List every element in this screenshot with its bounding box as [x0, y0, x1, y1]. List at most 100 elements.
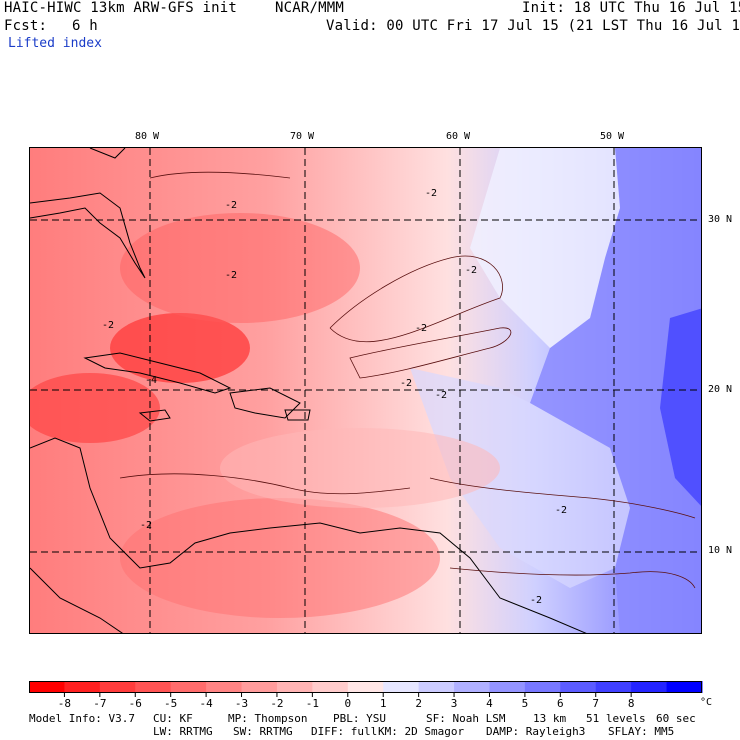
colorbar-tick-label: 7 [592, 697, 599, 710]
footer-resolution: 13 km [533, 712, 567, 725]
coastlines [30, 148, 587, 633]
contour-d [149, 171, 291, 179]
footer-levels: 51 levels [586, 712, 646, 725]
colorbar-tick-label: 6 [557, 697, 564, 710]
colorbar-tick-label: -4 [199, 697, 213, 710]
colorbar-tick-label: 8 [628, 697, 635, 710]
colorbar-swatches [29, 681, 703, 693]
coast-south-america [30, 437, 587, 633]
field-name: Lifted index [8, 36, 102, 51]
colorbar-swatch [135, 681, 172, 693]
colorbar-tick-label: -2 [270, 697, 283, 710]
unstable-core-caribbean-west [30, 373, 160, 443]
contour-label: -2 [415, 323, 427, 334]
colorbar-swatch [631, 681, 668, 693]
colorbar-swatch [666, 681, 703, 693]
lon-label-80w: 80 W [135, 131, 160, 142]
contour-f [449, 567, 696, 589]
contour-lines [119, 171, 696, 589]
colorbar-swatch [595, 681, 632, 693]
colorbar-swatch [418, 681, 455, 693]
contour-label-group: -2 -2 -2 -2 -4 -2 -2 -2 -2 -2 -2 -2 [102, 188, 567, 606]
colorbar-tick-label: 1 [380, 697, 387, 710]
colorbar-swatch [206, 681, 243, 693]
unstable-region-south-america [120, 498, 440, 618]
lon-label-70w: 70 W [290, 131, 315, 142]
unstable-core-bahamas [110, 313, 250, 383]
contour-label: -2 [102, 320, 114, 331]
lifted-index-map: -2 -2 -2 -2 -4 -2 -2 -2 -2 -2 -2 -2 [29, 147, 702, 634]
colorbar-swatch [276, 681, 313, 693]
footer-km: KM: 2D Smagor [378, 725, 465, 738]
colorbar-graphic: -8 -7 -6 -5 -4 -3 -2 -1 0 1 2 3 4 5 6 7 8 °C [29, 681, 712, 710]
contour-label: -4 [145, 375, 157, 386]
colorbar-swatch [312, 681, 349, 693]
footer-lw: LW: RRTMG [153, 725, 213, 738]
contour-label: -2 [530, 595, 542, 606]
forecast-label: Fcst: [4, 18, 48, 34]
footer-sflay: SFLAY: MM5 [608, 725, 675, 738]
coast-florida [30, 192, 146, 279]
contour-label: -2 [140, 520, 152, 531]
colorbar-swatch [454, 681, 490, 693]
contour-b [349, 327, 512, 379]
footer-mp: MP: Thompson [228, 712, 308, 725]
colorbar-swatch [29, 681, 65, 693]
coast-puerto-rico [284, 409, 311, 421]
institution-label: NCAR/MMM [275, 0, 345, 16]
colorbar-tick-label: 4 [486, 697, 493, 710]
neutral-band-northeast [470, 148, 620, 348]
footer-sf: SF: Noah LSM [426, 712, 506, 725]
neutral-band-central [410, 368, 630, 588]
colorbar-swatch [383, 681, 420, 693]
footer-pbl: PBL: YSU [333, 712, 386, 725]
colorbar-tick-label: 2 [415, 697, 422, 710]
colorbar-swatch [99, 681, 136, 693]
lat-label-10n: 10 N [708, 545, 733, 556]
footer-model-info: Model Info: V3.7 [29, 712, 135, 725]
contour-label: -2 [425, 188, 437, 199]
footer-diff: DIFF: full [311, 725, 378, 738]
colorbar-tick-label: -8 [58, 697, 71, 710]
lon-label-60w: 60 W [446, 131, 471, 142]
coast-carolinas [89, 148, 126, 159]
colorbar-swatch [241, 681, 278, 693]
map-canvas: -2 -2 -2 -2 -4 -2 -2 -2 -2 -2 -2 -2 [30, 148, 701, 633]
coast-central-america [30, 567, 123, 633]
colorbar-tick-label: -3 [235, 697, 248, 710]
coast-hispaniola [229, 387, 301, 419]
footer-cu: CU: KF [153, 712, 193, 725]
colorbar-tick-label: 3 [451, 697, 458, 710]
colorbar-tick-label: -5 [164, 697, 177, 710]
colorbar-ticks: -8 -7 -6 -5 -4 -3 -2 -1 0 1 2 3 4 5 6 7 8 [58, 693, 635, 710]
contour-e [429, 477, 696, 519]
colorbar-border [29, 681, 702, 693]
model-title: HAIC-HIWC 13km ARW-GFS init [4, 0, 237, 16]
lon-label-50w: 50 W [600, 131, 625, 142]
colorbar-swatch [560, 681, 597, 693]
footer-damp: DAMP: Rayleigh3 [486, 725, 586, 738]
colorbar-swatch [347, 681, 384, 693]
footer-sw: SW: RRTMG [233, 725, 293, 738]
coast-jamaica [138, 409, 171, 422]
colorbar-swatch [64, 681, 101, 693]
colorbar-swatch [489, 681, 526, 693]
contour-label: -2 [400, 378, 412, 389]
contour-label: -2 [225, 200, 237, 211]
contour-label: -2 [555, 505, 567, 516]
lat-label-30n: 30 N [708, 214, 733, 225]
very-stable-core [660, 308, 701, 506]
init-time: Init: 18 UTC Thu 16 Jul 15 [522, 0, 740, 16]
colorbar-tick-label: -1 [306, 697, 319, 710]
colorbar-swatch [170, 681, 207, 693]
colorbar-tick-label: -7 [93, 697, 106, 710]
colorbar-tick-label: -6 [129, 697, 142, 710]
colorbar-swatch [524, 681, 561, 693]
colorbar-tick-label: 5 [522, 697, 529, 710]
contour-label: -2 [435, 390, 447, 401]
colorbar: -8 -7 -6 -5 -4 -3 -2 -1 0 1 2 3 4 5 6 7 8 °C [29, 681, 719, 715]
contour-a [329, 255, 503, 343]
forecast-hours: 6 h [72, 18, 98, 34]
unstable-region-north [120, 213, 360, 323]
colorbar-unit: °C [700, 697, 712, 708]
